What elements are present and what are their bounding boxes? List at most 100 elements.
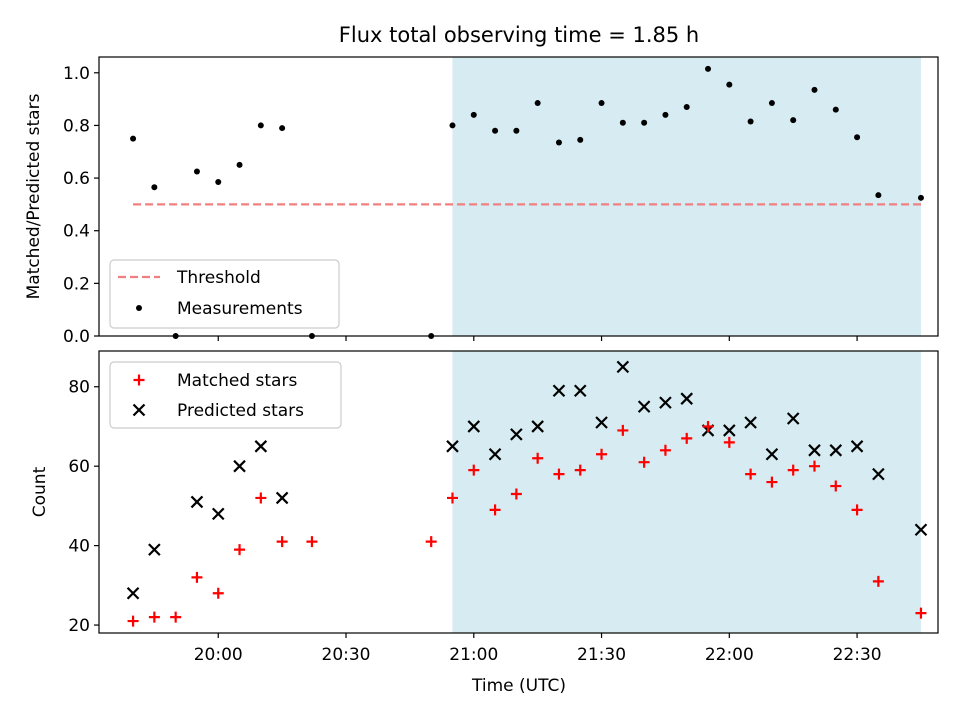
predicted-stars-point [872,467,885,481]
measurement-point [705,65,712,72]
legend-matched-label: Matched stars [177,371,297,391]
time-x-tick-label: 21:30 [577,645,626,665]
measurement-point [832,106,839,113]
measurement-point [811,86,818,93]
matched-stars-point [872,575,884,587]
predicted-stars-point [765,447,779,461]
time-x-tick-label: 20:00 [194,645,243,665]
time-x-axis-label: Time (UTC) [471,676,566,696]
measurement-point [151,184,158,191]
chart-title: Flux total observing time = 1.85 h [339,23,699,47]
legend-predicted-swatch [132,403,146,417]
matched-stars-point [723,436,735,448]
observing-window-span [452,57,921,336]
predicted-stars-point [446,440,459,453]
matched-stars-point [787,464,799,476]
measurement-point [193,168,200,175]
predicted-stars-point [233,459,246,473]
matched-stars-point [617,424,629,436]
ratio-y-tick-label: 0.6 [63,169,90,189]
observing-window-span [452,351,921,633]
ratio-y-axis-ticks: 0.0 0.2 0.4 0.6 0.8 1.0 [63,64,99,347]
legend-predicted-label: Predicted stars [177,401,304,421]
predicted-stars-point [616,360,630,374]
legend-threshold-label: Threshold [176,268,261,288]
measurement-point [492,127,499,134]
legend-measurements-label: Measurements [177,299,303,319]
predicted-stars-point [510,428,523,441]
count-y-tick-label: 40 [68,537,90,557]
measurement-point [790,117,797,124]
measurement-point [534,100,541,107]
time-x-axis-ticks: 20:00 20:30 21:00 21:30 22:00 22:30 [194,633,882,665]
legend-measurements-swatch [136,305,142,311]
count-y-tick-label: 20 [68,616,90,636]
matched-stars-point [745,468,757,480]
predicted-stars-point [786,412,800,425]
measurement-point [215,179,222,186]
matched-stars-point [766,476,778,488]
measurement-point [257,122,264,129]
predicted-stars-point [573,384,587,397]
predicted-stars-point [723,424,736,437]
predicted-stars-point [148,543,161,556]
ratio-y-tick-label: 0.8 [63,116,90,136]
measurement-point [768,100,775,107]
predicted-stars-point [829,444,843,457]
measurement-point [683,104,690,111]
count-y-tick-label: 60 [68,457,90,477]
time-x-tick-label: 21:00 [449,645,498,665]
measurement-point [279,125,286,132]
matched-stars-point [702,420,714,432]
matched-stars-point [830,480,842,492]
legend-box [109,259,340,329]
predicted-stars-point [488,447,502,461]
predicted-stars-point [637,400,651,413]
predicted-stars-point [190,495,204,509]
predicted-stars-series [126,360,928,600]
count-panel-frame [98,350,939,634]
predicted-stars-point [914,523,928,537]
predicted-stars-point [467,420,481,433]
ratio-y-tick-label: 0.4 [63,222,90,242]
predicted-stars-point [211,507,225,521]
matched-stars-point [532,452,544,464]
measurement-point [598,100,605,107]
measurement-point [619,119,626,126]
measurement-point [555,139,562,146]
measurement-point [577,136,584,143]
measurement-point [641,119,648,126]
predicted-stars-point [275,491,289,505]
measurement-point [662,111,669,118]
time-x-tick-label: 22:30 [833,645,882,665]
predicted-stars-point [808,444,821,457]
count-y-tick-label: 80 [68,378,90,398]
predicted-stars-point [595,416,608,429]
matched-stars-point [234,544,246,556]
count-y-axis-label: Count [30,466,50,517]
measurement-point [747,118,754,125]
ratio-legend: Threshold Measurements [109,259,340,329]
ratio-panel: 0.0 0.2 0.4 0.6 0.8 1.0 Matched/Predicted sta… [24,56,939,347]
ratio-y-tick-label: 0.2 [63,274,90,294]
matched-stars-point [255,492,267,504]
matched-stars-point [596,448,608,460]
ratio-x-axis-ticks [217,336,858,341]
matched-stars-point [468,464,480,476]
measurement-point [236,161,243,168]
matched-stars-point [148,611,160,623]
matched-stars-point [306,536,318,548]
matched-stars-point [170,611,182,623]
ratio-y-tick-label: 0.0 [63,327,90,347]
measurement-point [513,127,520,134]
ratio-y-axis-label: Matched/Predicted stars [24,93,44,299]
matched-stars-point [425,536,437,548]
predicted-stars-point [531,420,544,433]
time-x-tick-label: 20:30 [322,645,371,665]
measurement-point [854,134,861,141]
matched-stars-point [553,468,565,480]
matched-stars-point [915,607,927,619]
measurement-point [917,194,924,201]
matched-stars-point [808,460,820,472]
